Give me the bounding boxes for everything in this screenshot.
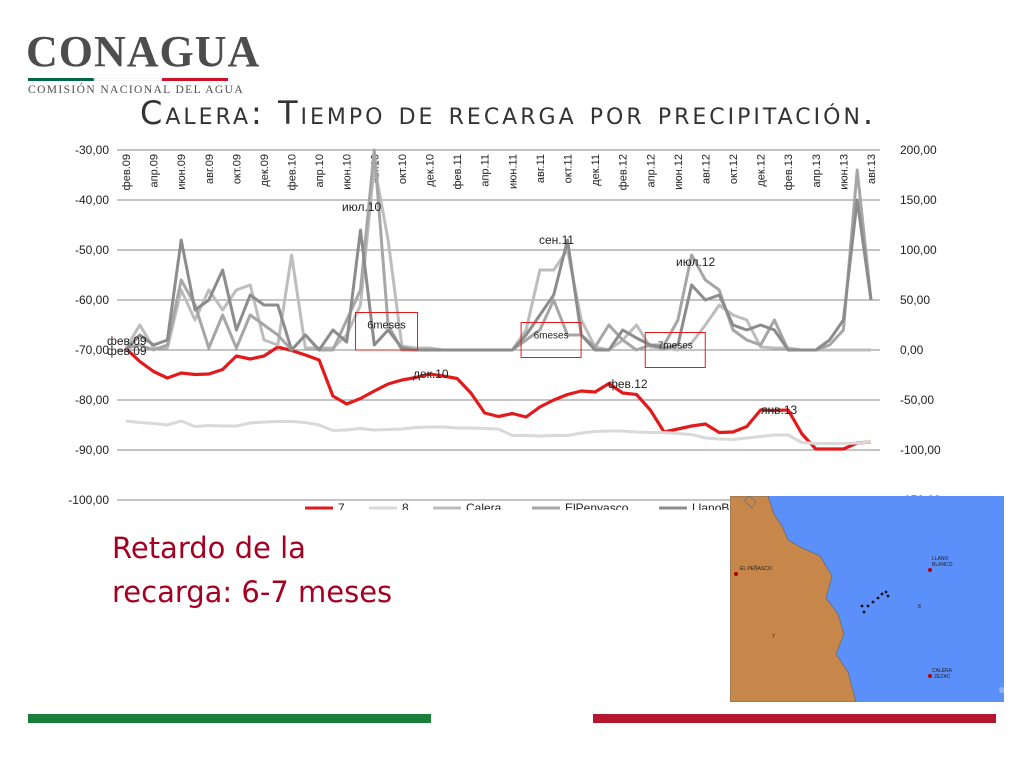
label-llano-blanco: LLANO bbox=[932, 556, 949, 562]
point-annotation: фев.09 bbox=[107, 344, 147, 358]
lag-box bbox=[644, 332, 706, 368]
x-tick-label: авг.11 bbox=[535, 154, 547, 183]
point-annotation: июл.12 bbox=[676, 255, 715, 269]
x-tick-label: окт.10 bbox=[397, 154, 409, 184]
logo-tricolor-rule bbox=[28, 78, 228, 81]
point-annotation: янв.13 bbox=[761, 403, 798, 417]
green-footer-bar bbox=[28, 714, 431, 723]
site-el-penasco bbox=[734, 572, 738, 576]
y-left-tick-label: -40,00 bbox=[75, 193, 109, 207]
x-tick-label: дек.11 bbox=[590, 154, 602, 186]
lag-box bbox=[520, 322, 582, 358]
x-tick-label: фев.10 bbox=[287, 154, 299, 190]
y-left-tick-label: -60,00 bbox=[75, 293, 109, 307]
point-annotation: июл.10 bbox=[342, 200, 381, 214]
y-right-tick-label: 200,00 bbox=[900, 143, 937, 157]
x-tick-label: авг.12 bbox=[700, 154, 712, 184]
x-tick-label: апр.12 bbox=[645, 154, 657, 187]
series-line-8 bbox=[125, 419, 872, 445]
series-line-7 bbox=[124, 345, 872, 451]
y-right-tick-label: -50,00 bbox=[900, 393, 934, 407]
lag-box bbox=[355, 312, 419, 351]
y-right-tick-label: -100,00 bbox=[900, 443, 941, 457]
x-tick-label: апр.11 bbox=[480, 154, 492, 187]
x-tick-label: дек.10 bbox=[425, 154, 437, 187]
y-right-tick-label: 0,00 bbox=[900, 343, 924, 357]
x-tick-label: апр.10 bbox=[314, 154, 326, 187]
lag-box-label: 7meses bbox=[658, 341, 693, 352]
note-line-2: recarga: 6-7 meses bbox=[112, 575, 393, 609]
point-annotation: фев.09 bbox=[107, 334, 147, 348]
label-7: 7 bbox=[772, 634, 775, 640]
x-tick-label: апр.13 bbox=[811, 154, 823, 187]
logo-subtitle: COMISIÓN NACIONAL DEL AGUA bbox=[28, 84, 245, 96]
x-tick-label: июн.13 bbox=[838, 154, 850, 190]
x-tick-label: окт.09 bbox=[231, 154, 243, 184]
x-tick-label: окт.12 bbox=[728, 154, 740, 184]
label-calera-2: ZEZAC bbox=[934, 674, 951, 680]
legend-label: 8 bbox=[402, 501, 409, 510]
line-chart: -30,00 -40,00 -50,00 -60,00 -70,00 -80,00 -90,… bbox=[68, 143, 941, 510]
x-tick-label: дек.12 bbox=[756, 154, 768, 187]
map-islands bbox=[743, 496, 757, 509]
x-tick-label: фев.13 bbox=[783, 154, 795, 190]
slide-title: Calera: Tiempo de recarga por precipitac… bbox=[140, 94, 877, 132]
y-right-tick-label: 100,00 bbox=[900, 243, 937, 257]
label-8: 8 bbox=[918, 604, 921, 610]
series-line-LlanoBlanco bbox=[124, 198, 873, 352]
y-left-tick-label: -80,00 bbox=[75, 393, 109, 407]
conagua-logo: CONAGUA COMISIÓN NACIONAL DEL AGUA bbox=[26, 27, 261, 97]
legend-label: 7 bbox=[338, 501, 345, 510]
legend-label: ElPenyasco bbox=[565, 501, 629, 510]
label-llano-blanco-2: BLANCO bbox=[932, 562, 953, 568]
logo-text: CONAGUA bbox=[26, 27, 261, 76]
lag-box-label: 6meses bbox=[534, 331, 569, 342]
y-left-tick-label: -50,00 bbox=[75, 243, 109, 257]
map-land bbox=[730, 496, 857, 702]
legend-label: Calera bbox=[466, 501, 502, 510]
x-tick-label: фев.09 bbox=[121, 154, 133, 190]
x-tick-label: фев.12 bbox=[618, 154, 630, 190]
point-annotation: сен.11 bbox=[539, 233, 574, 247]
series-line-Calera bbox=[124, 163, 871, 352]
red-footer-bar bbox=[593, 714, 996, 723]
recharge-note: Retardo de la recarga: 6-7 meses bbox=[112, 526, 392, 614]
y-right-tick-label: 150,00 bbox=[900, 193, 937, 207]
x-tick-label: июн.09 bbox=[176, 154, 188, 190]
legend-label: LlanoBlanco bbox=[692, 501, 758, 510]
y-left-tick-label: -90,00 bbox=[75, 443, 109, 457]
lag-box-label: 6meses bbox=[367, 320, 406, 332]
x-tick-label: июн.10 bbox=[342, 154, 354, 190]
x-tick-label: авг.09 bbox=[204, 154, 216, 184]
note-line-1: Retardo de la bbox=[112, 531, 306, 565]
well-cluster bbox=[860, 590, 890, 614]
x-tick-label: авг.13 bbox=[866, 154, 878, 184]
x-tick-label: окт.11 bbox=[562, 154, 574, 183]
x-tick-label: фев.11 bbox=[452, 154, 464, 190]
x-tick-label: апр.09 bbox=[149, 154, 161, 187]
y-right-tick-label: 50,00 bbox=[900, 293, 930, 307]
y-left-tick-label: -70,00 bbox=[75, 343, 109, 357]
x-tick-label: июн.12 bbox=[673, 154, 685, 190]
x-tick-label: дек.09 bbox=[259, 154, 271, 187]
point-annotation: фев.12 bbox=[608, 377, 648, 391]
label-calera: CALERA bbox=[932, 668, 953, 674]
x-tick-label: июн.11 bbox=[507, 154, 519, 189]
label-el-penasco: EL PEÑASCO bbox=[740, 565, 772, 572]
point-annotation: дек.10 bbox=[413, 367, 449, 381]
map-edge-dot bbox=[999, 687, 1004, 693]
location-map: EL PEÑASCO LLANO BLANCO CALERA ZEZAC 7 8 bbox=[730, 496, 1004, 702]
y-left-tick-label: -30,00 bbox=[75, 143, 109, 157]
site-calera bbox=[928, 674, 932, 678]
site-llano-blanco bbox=[928, 568, 932, 572]
y-left-tick-label: -100,00 bbox=[68, 493, 109, 507]
